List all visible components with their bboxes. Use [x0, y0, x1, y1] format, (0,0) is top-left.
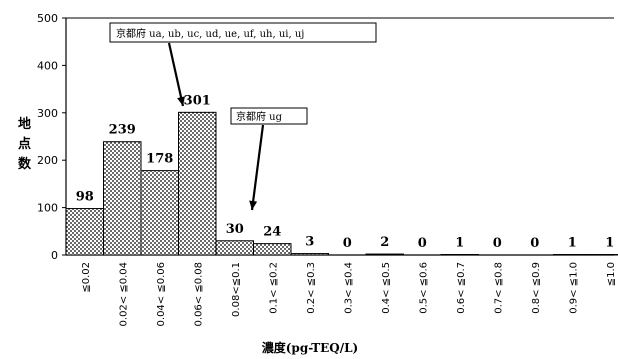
- y-axis-label: 地点数: [18, 116, 32, 172]
- annotations: 京都府 ua, ub, uc, ud, ue, uf, uh, ui, uj 京都…: [109, 22, 377, 211]
- bar-1: [103, 141, 142, 256]
- bar-2: [140, 170, 179, 256]
- category-label-6: 0.2< ≦0.3: [306, 262, 317, 314]
- data-label-7: 0: [343, 236, 352, 251]
- bar-0: [65, 208, 104, 256]
- data-label-5: 24: [263, 225, 281, 240]
- category-label-0: ≦0.02: [81, 262, 92, 293]
- category-label-7: 0.3< ≦0.4: [343, 262, 354, 314]
- y-tick-label: 0: [51, 249, 58, 262]
- y-tick-label: 400: [37, 59, 58, 72]
- y-tick-label: 200: [37, 154, 58, 167]
- category-label-9: 0.5< ≦0.6: [418, 262, 429, 314]
- data-label-1: 239: [109, 123, 136, 138]
- data-label-6: 3: [305, 235, 314, 250]
- category-label-10: 0.6< ≦0.7: [456, 262, 467, 314]
- annotation-arrow-1-head: [177, 96, 185, 106]
- annotation-box-2: [230, 107, 308, 125]
- y-tick-label: 500: [37, 12, 58, 25]
- category-label-1: 0.02< ≦0.04: [118, 262, 129, 326]
- annotation-arrow-2-head: [249, 200, 258, 210]
- data-label-4: 30: [226, 222, 244, 237]
- category-label-4: 0.08<≦0.1: [231, 262, 242, 317]
- bar-3: [178, 111, 217, 256]
- data-label-8: 2: [380, 235, 389, 250]
- category-label-12: 0.8< ≦0.9: [531, 262, 542, 314]
- data-label-2: 178: [146, 152, 173, 167]
- category-label-8: 0.4< ≦0.5: [381, 262, 392, 314]
- category-label-3: 0.06< ≦0.08: [193, 262, 204, 326]
- data-label-11: 0: [493, 236, 502, 251]
- annotation-box-1: [109, 22, 377, 43]
- category-labels: ≦0.02 0.02< ≦0.04 0.04< ≦0.06 0.06< ≦0.08 0.…: [81, 262, 617, 326]
- data-label-3: 301: [184, 93, 211, 108]
- data-label-14: 1: [605, 236, 614, 251]
- data-label-9: 0: [418, 236, 427, 251]
- annotation-arrow-1: [167, 42, 185, 107]
- bar-6: [290, 253, 329, 256]
- annotation-text-2: 京都府 ug: [236, 110, 283, 123]
- category-label-13: 0.9< ≦1.0: [568, 262, 579, 314]
- y-tick-label: 100: [37, 202, 58, 215]
- x-axis-label: 濃度(pg-TEQ/L): [262, 340, 358, 355]
- annotation-arrow-2: [250, 124, 265, 211]
- data-label-13: 1: [568, 236, 577, 251]
- bar-4: [215, 240, 254, 256]
- bars: [65, 111, 618, 256]
- data-label-0: 98: [76, 190, 94, 205]
- category-label-2: 0.04< ≦0.06: [156, 262, 167, 326]
- annotation-text-1: 京都府 ua, ub, uc, ud, ue, uf, uh, ui, uj: [116, 27, 304, 40]
- y-tick-label: 300: [37, 107, 58, 120]
- category-label-5: 0.1< ≦0.2: [268, 262, 279, 314]
- data-label-10: 1: [455, 236, 464, 251]
- category-label-11: 0.7< ≦0.8: [493, 262, 504, 314]
- category-label-14: ≦1.0: [606, 262, 617, 286]
- bar-8: [365, 253, 404, 256]
- bar-5: [253, 243, 292, 256]
- data-label-12: 0: [530, 236, 539, 251]
